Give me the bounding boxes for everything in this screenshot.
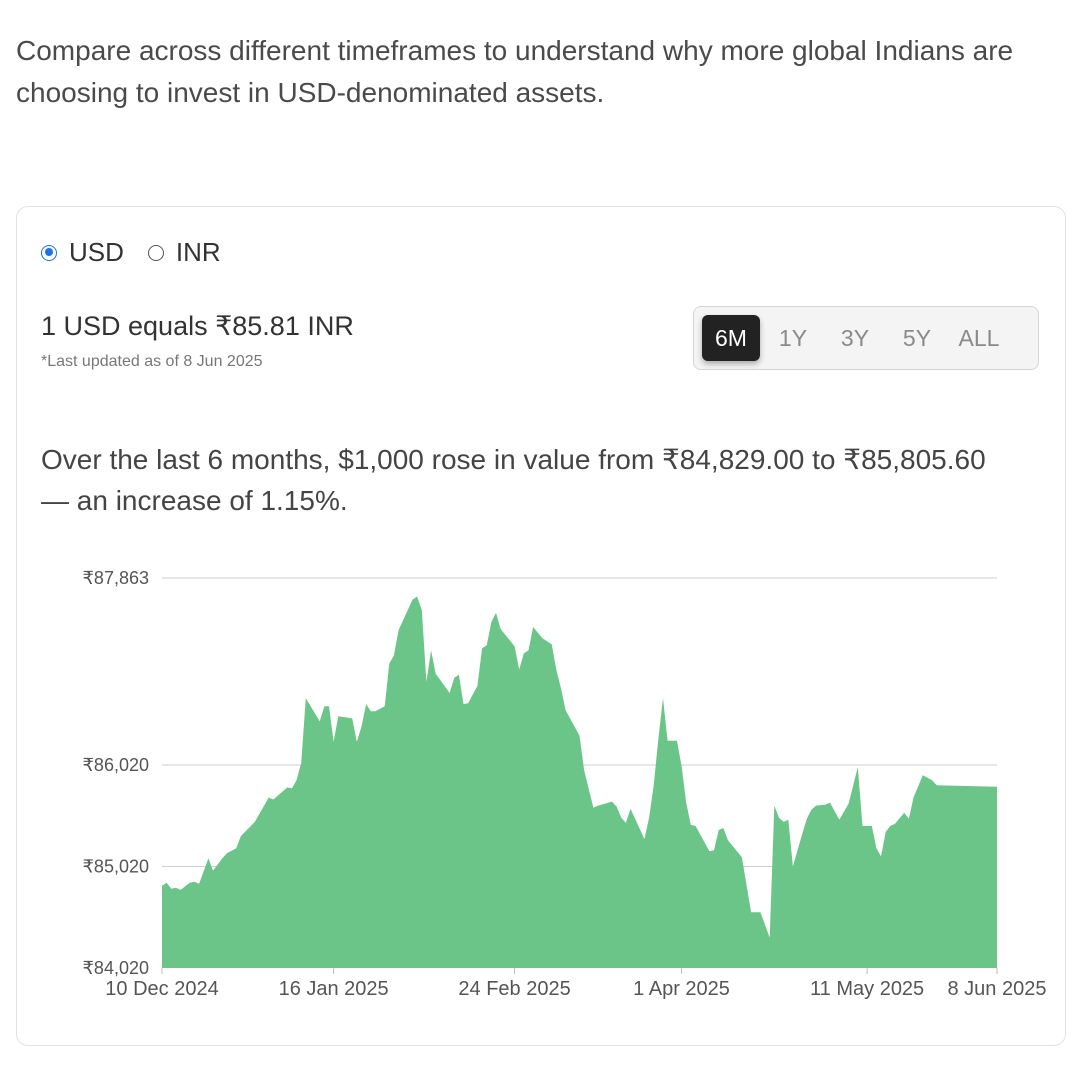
- tab-1y[interactable]: 1Y: [778, 324, 808, 351]
- exchange-rate-text: 1 USD equals ₹85.81 INR: [41, 311, 354, 341]
- radio-unchecked-icon[interactable]: [147, 244, 164, 261]
- currency-option-usd[interactable]: USD: [41, 237, 124, 268]
- x-tick-label: 1 Apr 2025: [633, 978, 730, 1000]
- tab-6m[interactable]: 6M: [702, 315, 760, 361]
- usd-inr-area-chart: ₹84,020 ₹85,020 ₹86,020 ₹87,863 10 Dec 2024 1…: [82, 568, 1047, 1000]
- y-tick-label: ₹87,863: [82, 568, 149, 588]
- currency-inr-label: INR: [175, 237, 221, 267]
- price-area: [162, 596, 997, 968]
- x-tick-label: 8 Jun 2025: [948, 978, 1047, 1000]
- summary-text: Over the last 6 months, $1,000 rose in v…: [41, 444, 986, 516]
- x-tick-label: 10 Dec 2024: [105, 978, 218, 1000]
- currency-usd-label: USD: [69, 237, 124, 267]
- tab-5y[interactable]: 5Y: [902, 324, 932, 351]
- last-updated-text: *Last updated as of 8 Jun 2025: [41, 353, 263, 370]
- radio-checked-icon[interactable]: [41, 244, 57, 261]
- y-tick-label: ₹84,020: [82, 958, 149, 978]
- x-tick-label: 24 Feb 2025: [458, 978, 570, 1000]
- timeframe-selector: 6M 1Y 3Y 5Y ALL: [693, 306, 1039, 370]
- intro-text: Compare across different timeframes to u…: [16, 35, 1014, 108]
- y-tick-label: ₹85,020: [82, 857, 149, 877]
- tab-3y[interactable]: 3Y: [840, 324, 870, 351]
- x-tick-label: 11 May 2025: [810, 978, 924, 1000]
- x-tick-label: 16 Jan 2025: [279, 978, 389, 1000]
- currency-toggle: USD INR: [41, 237, 245, 268]
- currency-option-inr[interactable]: INR: [147, 237, 221, 268]
- y-tick-label: ₹86,020: [82, 755, 149, 775]
- exchange-rate-card: USD INR 1 USD equals ₹85.81 INR *Last up…: [16, 206, 1066, 1046]
- tab-all[interactable]: ALL: [958, 324, 1000, 351]
